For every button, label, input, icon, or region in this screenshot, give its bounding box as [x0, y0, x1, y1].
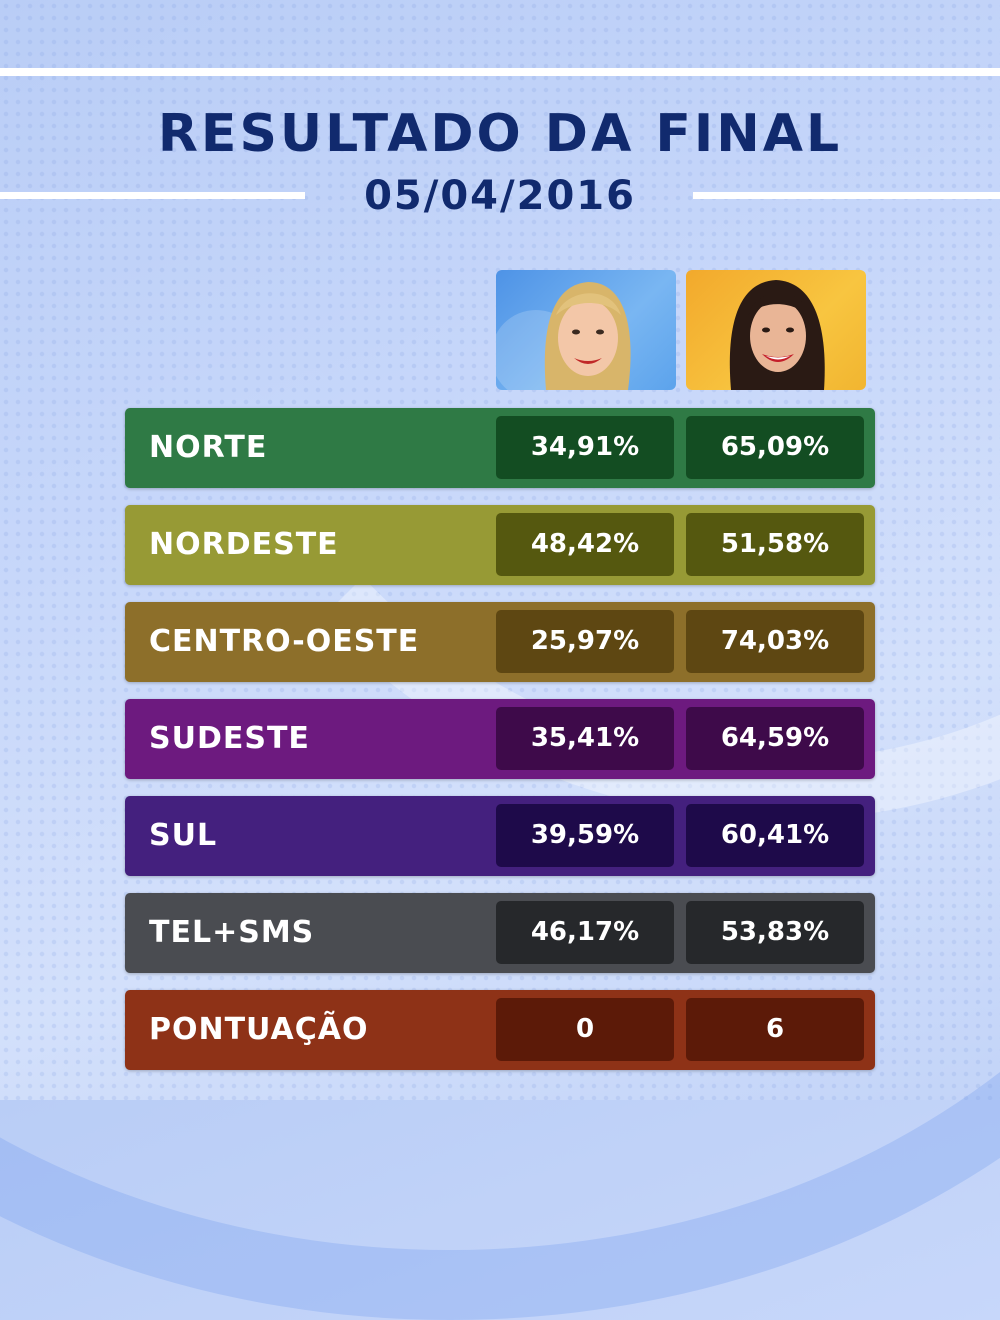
- right-contestant-value: 51,58%: [686, 513, 864, 576]
- result-row-pontuacao: PONTUAÇÃO 0 6: [125, 990, 875, 1070]
- row-label: NORDESTE: [149, 527, 339, 562]
- contestant-portrait-right: [729, 280, 825, 390]
- result-row-sul: SUL 39,59% 60,41%: [125, 796, 875, 876]
- right-contestant-value: 65,09%: [686, 416, 864, 479]
- result-row-sudeste: SUDESTE 35,41% 64,59%: [125, 699, 875, 779]
- left-contestant-score: 0: [496, 998, 674, 1061]
- result-row-nordeste: NORDESTE 48,42% 51,58%: [125, 505, 875, 585]
- right-contestant-value: 53,83%: [686, 901, 864, 964]
- left-contestant-value: 46,17%: [496, 901, 674, 964]
- row-label: CENTRO-OESTE: [149, 624, 420, 659]
- left-contestant-value: 39,59%: [496, 804, 674, 867]
- result-date: 05/04/2016: [364, 173, 636, 219]
- date-divider-right: [693, 192, 1000, 199]
- date-divider-left: [0, 192, 305, 199]
- left-contestant-value: 35,41%: [496, 707, 674, 770]
- right-contestant-value: 64,59%: [686, 707, 864, 770]
- left-contestant-value: 34,91%: [496, 416, 674, 479]
- row-label: NORTE: [149, 430, 268, 465]
- row-label: PONTUAÇÃO: [149, 1012, 369, 1047]
- top-divider: [0, 68, 1000, 76]
- result-row-centro-oeste: CENTRO-OESTE 25,97% 74,03%: [125, 602, 875, 682]
- right-contestant-score: 6: [686, 998, 864, 1061]
- row-label: SUL: [149, 818, 218, 853]
- page-title: RESULTADO DA FINAL: [157, 104, 843, 164]
- contestant-portrait-left: [496, 282, 631, 390]
- contestant-photo-right: [686, 270, 866, 390]
- row-label: TEL+SMS: [149, 915, 315, 950]
- result-row-tel-sms: TEL+SMS 46,17% 53,83%: [125, 893, 875, 973]
- left-contestant-value: 48,42%: [496, 513, 674, 576]
- right-contestant-value: 74,03%: [686, 610, 864, 673]
- result-row-norte: NORTE 34,91% 65,09%: [125, 408, 875, 488]
- left-contestant-value: 25,97%: [496, 610, 674, 673]
- row-label: SUDESTE: [149, 721, 310, 756]
- right-contestant-value: 60,41%: [686, 804, 864, 867]
- contestant-photo-left: [496, 270, 676, 390]
